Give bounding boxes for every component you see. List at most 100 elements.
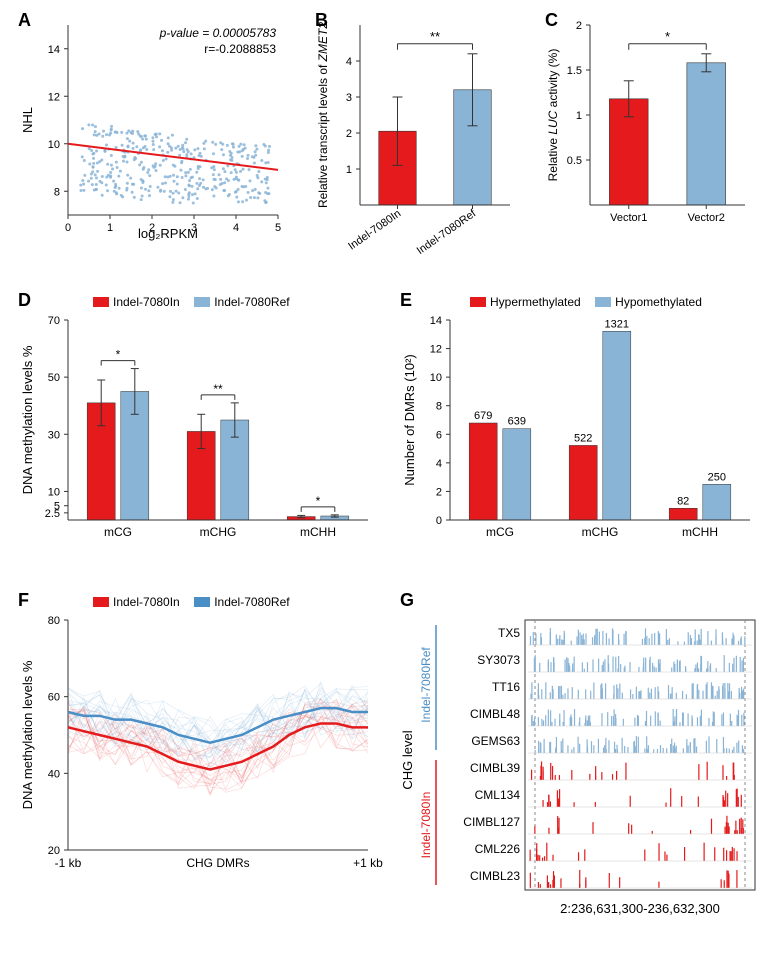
panel-a-xlabel: log₂RPKM <box>138 226 198 241</box>
panel-a-chart: 012345 8101214 p-value = 0.00005783 r=-0… <box>18 10 288 240</box>
svg-text:5: 5 <box>54 501 60 513</box>
panel-e-chart: 679639522132182250 02468101214 mCGmCHGmC… <box>400 290 765 550</box>
panel-f: F Indel-7080In Indel-7080Ref 20406080 -1… <box>18 590 383 890</box>
panel-g: G CHG level Indel-7080Ref Indel-7080In T… <box>400 590 765 920</box>
svg-text:40: 40 <box>48 768 60 780</box>
panel-d-ylabel: DNA methylation levels % <box>20 345 35 494</box>
svg-text:5: 5 <box>275 222 281 234</box>
legend-e-hypo-label: Hypomethylated <box>615 295 702 309</box>
svg-text:CML134: CML134 <box>475 788 521 802</box>
panel-f-legend: Indel-7080In Indel-7080Ref <box>93 594 300 612</box>
svg-text:mCHH: mCHH <box>682 525 718 539</box>
svg-text:mCHG: mCHG <box>200 525 237 539</box>
svg-text:30: 30 <box>48 429 60 441</box>
panel-g-label: G <box>400 590 414 611</box>
svg-text:50: 50 <box>48 372 60 384</box>
svg-text:1: 1 <box>107 222 113 234</box>
svg-text:250: 250 <box>708 471 726 483</box>
svg-text:12: 12 <box>430 344 442 356</box>
svg-text:60: 60 <box>48 692 60 704</box>
svg-text:80: 80 <box>48 615 60 627</box>
svg-text:-1 kb: -1 kb <box>55 856 82 870</box>
legend-d-ref: Indel-7080Ref <box>194 295 289 309</box>
panel-b-ylabel: Relative transcript levels of ZMET2 <box>316 22 330 208</box>
svg-text:4: 4 <box>233 222 239 234</box>
panel-b-chart: 1 2 3 4 Indel-7080In Indel-7080Ref ** Relati… <box>315 10 520 270</box>
panel-a-ylabel: NHL <box>20 107 35 133</box>
svg-text:0: 0 <box>436 515 442 527</box>
svg-text:mCG: mCG <box>486 525 514 539</box>
legend-d-ref-label: Indel-7080Ref <box>214 295 289 309</box>
svg-text:Indel-7080Ref: Indel-7080Ref <box>415 207 479 257</box>
panel-g-chart: CHG level Indel-7080Ref Indel-7080In TX5… <box>400 590 765 920</box>
panel-f-chart: 20406080 -1 kb CHG DMRs +1 kb DNA methyl… <box>18 590 383 885</box>
svg-text:10: 10 <box>48 139 60 151</box>
panel-a: A 012345 8101214 p-value = 0.00005783 r=… <box>18 10 288 240</box>
svg-text:+1 kb: +1 kb <box>353 856 383 870</box>
svg-text:**: ** <box>213 382 223 396</box>
legend-e-hyper-label: Hypermethylated <box>490 295 581 309</box>
svg-text:639: 639 <box>508 416 526 428</box>
svg-text:*: * <box>116 348 121 362</box>
svg-text:mCG: mCG <box>104 525 132 539</box>
panel-f-label: F <box>18 590 29 611</box>
legend-f-in: Indel-7080In <box>93 595 180 609</box>
panel-g-in-group: Indel-7080In <box>419 792 433 859</box>
panel-e-ylabel: Number of DMRs (10²) <box>402 354 417 485</box>
svg-text:CML226: CML226 <box>475 842 521 856</box>
panel-e-legend: Hypermethylated Hypomethylated <box>470 294 712 312</box>
panel-c-chart: 0.511.52 Vector1Vector2 * Relative LUC a… <box>545 10 760 255</box>
svg-text:**: ** <box>430 29 440 44</box>
svg-text:4: 4 <box>346 56 352 68</box>
panel-b-label: B <box>315 10 328 31</box>
svg-text:GEMS63: GEMS63 <box>471 734 520 748</box>
svg-text:12: 12 <box>48 91 60 103</box>
svg-text:1: 1 <box>576 110 582 122</box>
panel-d-chart: 2.5510305070 mCGmCHGmCHH **** DNA methyl… <box>18 290 383 550</box>
svg-text:2: 2 <box>346 128 352 140</box>
svg-text:CIMBL23: CIMBL23 <box>470 869 520 883</box>
panel-c-label: C <box>545 10 558 31</box>
panel-d: D Indel-7080In Indel-7080Ref 2.551030507… <box>18 290 383 555</box>
panel-f-ylabel: DNA methylation levels % <box>20 660 35 809</box>
svg-text:8: 8 <box>436 401 442 413</box>
svg-text:CIMBL48: CIMBL48 <box>470 707 520 721</box>
svg-text:mCHG: mCHG <box>582 525 619 539</box>
legend-f-ref-label: Indel-7080Ref <box>214 595 289 609</box>
svg-text:1.5: 1.5 <box>567 65 582 77</box>
svg-text:2: 2 <box>436 486 442 498</box>
svg-text:CIMBL39: CIMBL39 <box>470 761 520 775</box>
svg-text:2: 2 <box>576 20 582 32</box>
svg-text:3: 3 <box>346 92 352 104</box>
panel-c-ylabel: Relative LUC activity (%) <box>546 49 560 182</box>
svg-text:*: * <box>665 29 670 44</box>
legend-d-in-label: Indel-7080In <box>113 295 180 309</box>
panel-b: B 1 2 3 4 Indel-7080In Indel-7080Ref ** Rela… <box>315 10 520 270</box>
svg-text:14: 14 <box>48 44 60 56</box>
svg-text:1321: 1321 <box>605 318 629 330</box>
svg-text:mCHH: mCHH <box>300 525 336 539</box>
svg-text:CIMBL127: CIMBL127 <box>463 815 520 829</box>
svg-text:*: * <box>316 494 321 508</box>
svg-text:70: 70 <box>48 315 60 327</box>
svg-text:10: 10 <box>430 372 442 384</box>
svg-text:Indel-7080In: Indel-7080In <box>346 208 403 253</box>
svg-text:0: 0 <box>65 222 71 234</box>
svg-text:679: 679 <box>474 410 492 422</box>
svg-text:r=-0.2088853: r=-0.2088853 <box>204 42 276 56</box>
svg-text:TT16: TT16 <box>492 680 520 694</box>
panel-g-coord: 2:236,631,300-236,632,300 <box>560 901 720 916</box>
panel-e: E Hypermethylated Hypomethylated 6796395… <box>400 290 765 555</box>
panel-d-legend: Indel-7080In Indel-7080Ref <box>93 294 300 312</box>
svg-text:TX5: TX5 <box>498 626 520 640</box>
svg-text:Vector2: Vector2 <box>688 212 725 224</box>
svg-text:p-value = 0.00005783: p-value = 0.00005783 <box>159 26 277 40</box>
legend-e-hypo: Hypomethylated <box>595 295 702 309</box>
svg-text:1: 1 <box>346 164 352 176</box>
panel-g-ref-group: Indel-7080Ref <box>419 647 433 723</box>
svg-text:82: 82 <box>677 495 689 507</box>
panel-e-label: E <box>400 290 412 311</box>
panel-d-label: D <box>18 290 31 311</box>
panel-a-label: A <box>18 10 31 31</box>
legend-e-hyper: Hypermethylated <box>470 295 581 309</box>
